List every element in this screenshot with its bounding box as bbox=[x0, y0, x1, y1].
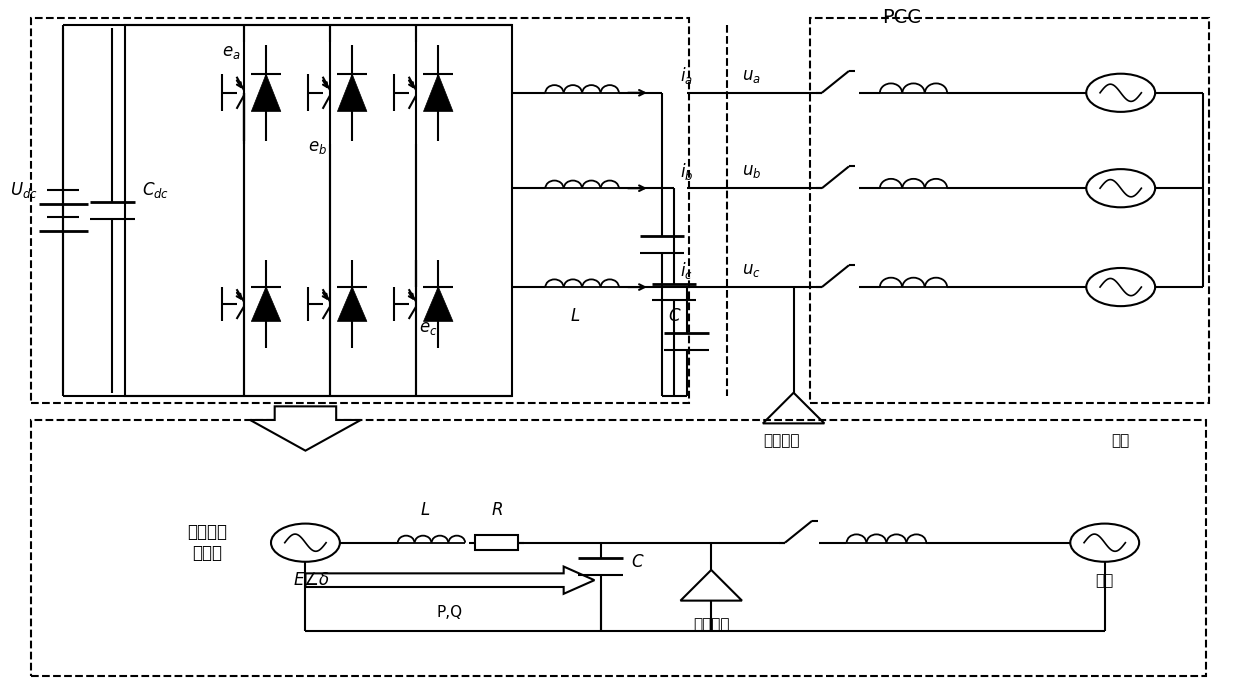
Text: 电网: 电网 bbox=[1112, 433, 1130, 448]
Text: 电网: 电网 bbox=[1096, 573, 1114, 588]
Text: $L$: $L$ bbox=[569, 307, 579, 325]
Text: $e_c$: $e_c$ bbox=[420, 319, 437, 337]
Polygon shape bbox=[423, 74, 453, 112]
Text: $u_c$: $u_c$ bbox=[742, 261, 760, 279]
Text: 本地负荷: 本地负荷 bbox=[763, 433, 800, 448]
Text: P,Q: P,Q bbox=[437, 605, 463, 620]
Text: $C$: $C$ bbox=[631, 553, 645, 571]
Bar bbox=[31, 18, 690, 403]
Text: $U_{dc}$: $U_{dc}$ bbox=[10, 180, 37, 200]
Text: $C_{dc}$: $C_{dc}$ bbox=[142, 180, 170, 200]
Text: $e_b$: $e_b$ bbox=[308, 138, 327, 157]
Text: $R$: $R$ bbox=[490, 502, 503, 520]
Polygon shape bbox=[250, 406, 360, 451]
Text: $E\angle\delta$: $E\angle\delta$ bbox=[293, 571, 331, 589]
Text: $u_a$: $u_a$ bbox=[742, 67, 761, 85]
Text: $C$: $C$ bbox=[667, 307, 681, 325]
Text: $i_a$: $i_a$ bbox=[680, 66, 693, 86]
Text: 虚拟同步
发电机: 虚拟同步 发电机 bbox=[187, 523, 227, 562]
Text: 本地负荷: 本地负荷 bbox=[693, 617, 729, 632]
Text: $i_b$: $i_b$ bbox=[680, 161, 693, 181]
Text: $u_b$: $u_b$ bbox=[742, 162, 761, 180]
Text: PCC: PCC bbox=[883, 8, 921, 28]
Text: $L$: $L$ bbox=[420, 502, 430, 520]
Polygon shape bbox=[251, 287, 281, 322]
Polygon shape bbox=[338, 74, 366, 112]
Bar bbox=[125, 25, 513, 396]
Bar bbox=[31, 420, 1206, 676]
Bar bbox=[475, 535, 519, 550]
Text: $e_a$: $e_a$ bbox=[223, 43, 241, 61]
Polygon shape bbox=[306, 566, 594, 594]
Polygon shape bbox=[251, 74, 281, 112]
Polygon shape bbox=[338, 287, 366, 322]
Text: $i_c$: $i_c$ bbox=[680, 259, 693, 281]
Polygon shape bbox=[423, 287, 453, 322]
Bar bbox=[810, 18, 1210, 403]
